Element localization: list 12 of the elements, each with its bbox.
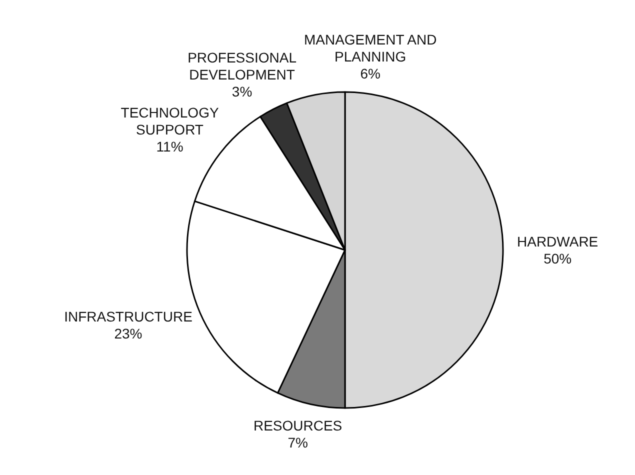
data-label: 50% <box>544 250 572 266</box>
slice-label: TECHNOLOGY SUPPORT <box>120 104 220 138</box>
slice-label: HARDWARE <box>517 234 598 250</box>
slice-label: MANAGEMENT AND PLANNING <box>304 31 437 64</box>
data-label: 11% <box>156 138 184 154</box>
slice-label: PROFESSIONAL DEVELOPMENT <box>188 49 297 82</box>
data-label: 23% <box>114 325 142 342</box>
slice-label: INFRASTRUCTURE <box>64 308 192 324</box>
data-label: 6% <box>360 65 380 82</box>
data-label: 3% <box>232 83 252 100</box>
slice-label: RESOURCES <box>253 417 342 434</box>
data-label: 7% <box>288 434 308 450</box>
